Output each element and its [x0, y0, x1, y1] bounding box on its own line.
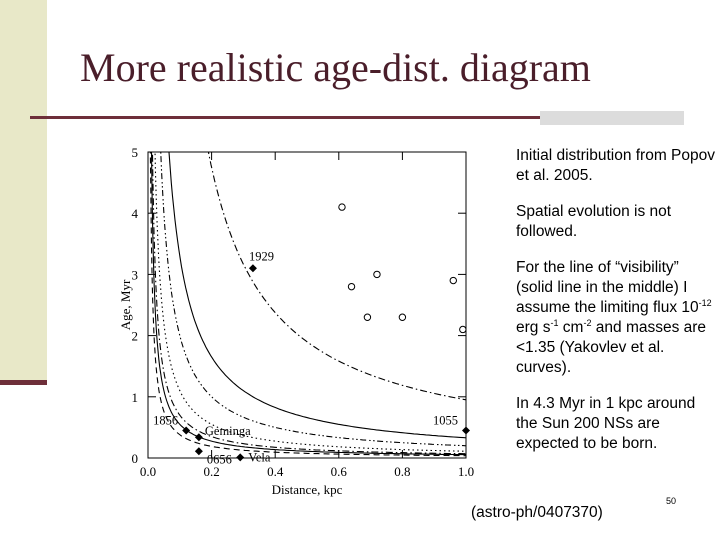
x-tick-label: 0.0 — [140, 464, 156, 479]
open-point — [459, 325, 467, 334]
title-divider-block — [540, 111, 684, 125]
y-tick-label: 1 — [132, 390, 139, 405]
source-label: 1856 — [153, 413, 178, 427]
side-panel-accent — [0, 380, 47, 385]
y-tick-label: 0 — [132, 451, 139, 466]
plot-background — [72, 124, 496, 512]
reference-citation: (astro-ph/0407370) — [471, 504, 603, 521]
note-spatial-evolution: Spatial evolution is not followed. — [516, 203, 672, 240]
note-visibility-line: For the line of “visibility” (solid line… — [516, 258, 716, 378]
source-label: 1929 — [249, 249, 274, 263]
curve-solid — [150, 152, 466, 456]
source-label: 1055 — [433, 413, 458, 427]
open-point — [449, 276, 457, 285]
source-labels: 1929 1856 Geminga 0656 Vela 1055 — [153, 249, 458, 466]
note-visibility-text-d: and masses are <1.35 (Yakovlev et al. cu… — [516, 319, 707, 376]
note-visibility-exp-3: -2 — [583, 317, 592, 328]
x-tick-label: 0.2 — [203, 464, 219, 479]
x-tick-label: 0.4 — [267, 464, 284, 479]
note-visibility-exp-1: -12 — [698, 297, 712, 308]
x-tick-label: 1.0 — [458, 464, 474, 479]
curve-dashdot — [151, 152, 466, 455]
y-tick-label: 4 — [132, 206, 139, 221]
age-distance-plot: 0.0 0.2 0.4 0.6 0.8 1.0 0 1 2 3 4 5 1929 1856 Geminga… — [72, 124, 496, 512]
source-marker — [194, 433, 203, 442]
open-point — [363, 313, 372, 321]
curve-dotted — [154, 152, 466, 452]
note-visibility-text-c: cm — [558, 319, 584, 336]
y-axis-label: Age, Myr — [118, 279, 133, 330]
note-visibility-exp-2: -1 — [550, 317, 559, 328]
source-marker — [248, 264, 257, 273]
page-number: 50 — [666, 496, 677, 506]
y-tick-label: 2 — [132, 329, 139, 344]
curve-dashed — [149, 152, 466, 457]
x-axis-label: Distance, kpc — [272, 482, 343, 497]
plot-border — [147, 151, 467, 459]
note-initial-distribution: Initial distribution from Popov et al. 2… — [516, 147, 716, 184]
source-marker — [462, 426, 470, 435]
x-tick-label: 0.6 — [331, 464, 348, 479]
curve-solid — [168, 152, 466, 439]
open-point — [373, 270, 381, 279]
notes-panel: Initial distribution from Popov et al. 2… — [516, 146, 716, 470]
model-curves — [149, 152, 466, 457]
source-label: 0656 — [207, 452, 232, 466]
side-panel — [0, 0, 47, 383]
y-tick-label: 3 — [132, 267, 139, 282]
open-point — [347, 282, 356, 291]
data-points — [182, 203, 470, 462]
note-visibility-text-b: erg s — [516, 319, 551, 336]
note-visibility-text-a: For the line of “visibility” (solid line… — [516, 259, 699, 316]
title-divider — [30, 116, 680, 119]
source-marker — [194, 447, 203, 456]
source-label: Vela — [248, 450, 271, 464]
source-marker — [236, 453, 245, 462]
slide-title: More realistic age-dist. diagram — [80, 45, 591, 90]
age-distance-chart: 0.0 0.2 0.4 0.6 0.8 1.0 0 1 2 3 4 5 1929 1856 Geminga… — [72, 124, 496, 512]
open-point — [398, 313, 407, 321]
source-marker — [182, 426, 191, 435]
curve-dotdot — [160, 152, 466, 447]
y-tick-label: 5 — [132, 145, 139, 160]
x-tick-label: 0.8 — [394, 464, 410, 479]
plot-frame — [147, 151, 467, 459]
note-birth-rate: In 4.3 Myr in 1 kpc around the Sun 200 N… — [516, 395, 696, 452]
source-label: Geminga — [205, 424, 251, 438]
open-point — [338, 203, 346, 211]
